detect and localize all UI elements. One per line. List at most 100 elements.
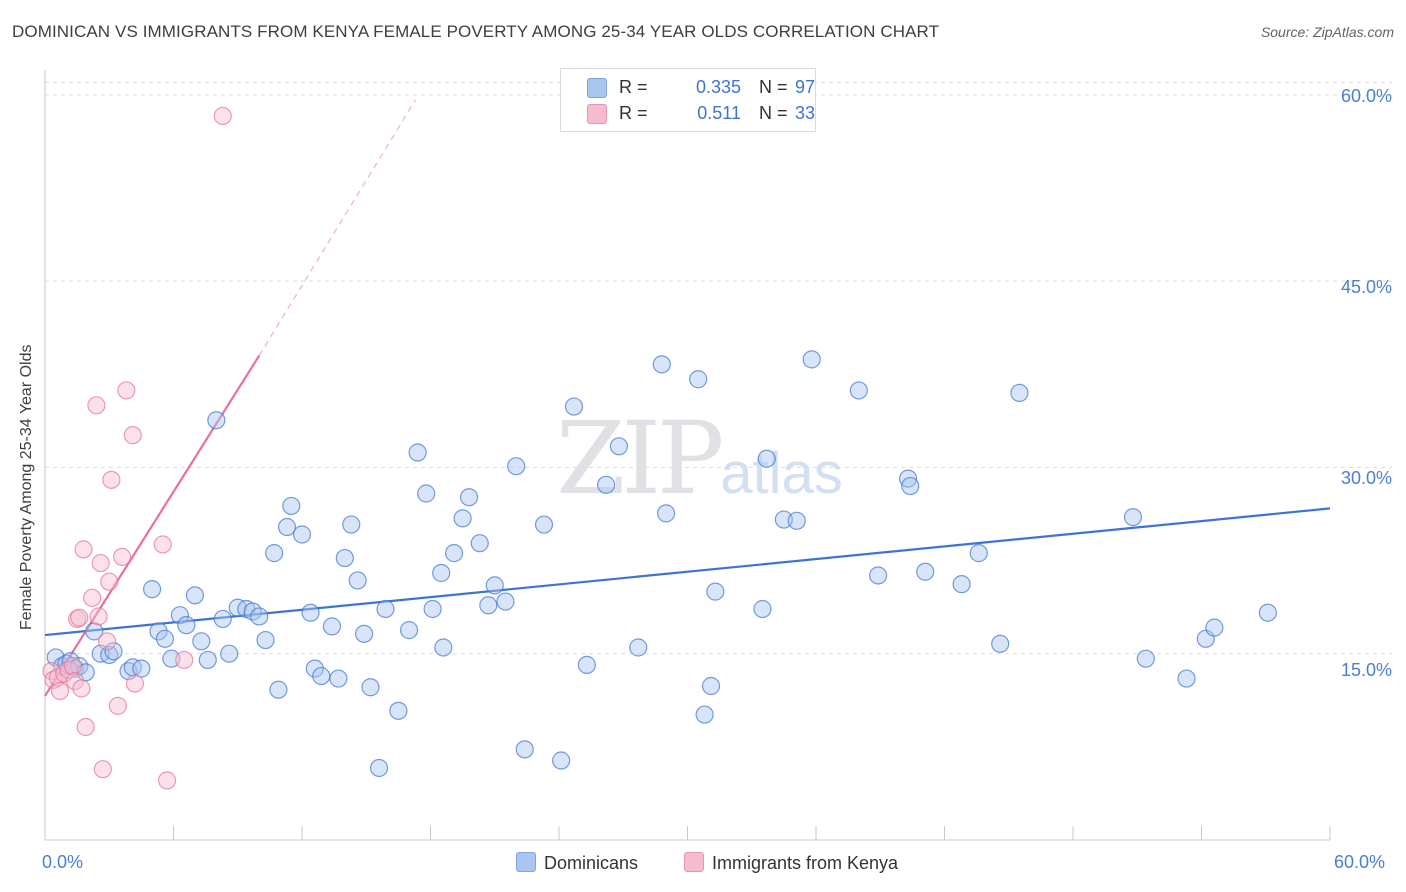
dominicans-point-63 xyxy=(515,740,534,759)
dominicans-point-77 xyxy=(753,599,772,619)
dominicans-point-39 xyxy=(322,617,342,636)
dominicans-point-83 xyxy=(869,566,888,585)
dominicans-point-31 xyxy=(265,544,284,563)
dominicans-point-73 xyxy=(689,370,708,389)
legend-swatch-blue xyxy=(587,78,607,98)
kenya-point-13 xyxy=(83,588,102,607)
kenya-point-28 xyxy=(175,650,194,670)
dominicans-point-16 xyxy=(155,629,175,648)
dominicans-point-76 xyxy=(706,582,725,601)
dominicans-point-53 xyxy=(434,638,453,657)
dominicans-point-88 xyxy=(969,544,988,563)
dominicans-point-89 xyxy=(991,634,1010,653)
dominicans-point-47 xyxy=(376,599,395,619)
dominicans-point-25 xyxy=(220,644,239,663)
kenya-point-7 xyxy=(65,671,85,691)
dominicans-point-34 xyxy=(282,496,301,516)
kenya-point-12 xyxy=(76,717,95,737)
dominicans-point-41 xyxy=(335,548,354,568)
source-label: Source: ZipAtlas.com xyxy=(1260,24,1394,40)
legend-r-label: R = xyxy=(619,103,648,123)
dominicans-point-81 xyxy=(802,350,821,369)
legend-n-value: 33 xyxy=(795,103,816,123)
kenya-point-14 xyxy=(87,396,106,415)
dominicans-point-48 xyxy=(389,701,408,720)
dominicans-point-64 xyxy=(534,515,554,534)
trend-lines xyxy=(44,99,1331,697)
kenya-point-17 xyxy=(93,760,112,779)
kenya-point-6 xyxy=(63,657,82,676)
kenya-point-29 xyxy=(213,106,232,126)
dominicans-point-84 xyxy=(898,469,918,488)
dominicans-point-19 xyxy=(177,616,196,635)
dominicans-point-42 xyxy=(342,515,361,534)
kenya-point-27 xyxy=(157,771,177,790)
kenya-point-15 xyxy=(89,607,108,626)
kenya-point-19 xyxy=(100,572,119,591)
data-points xyxy=(42,106,1277,790)
watermark: ZIPatlas xyxy=(556,400,843,517)
legend-label-kenya: Immigrants from Kenya xyxy=(712,853,899,873)
legend-swatch-blue xyxy=(516,852,536,872)
dominicans-point-60 xyxy=(485,576,504,595)
y-tick-label-15: 15.0% xyxy=(1340,660,1392,680)
dominicans-point-32 xyxy=(269,680,288,699)
legend-n-value: 97 xyxy=(795,77,816,97)
y-tick-label-45: 45.0% xyxy=(1340,277,1392,297)
x-tick-label-min: 0.0% xyxy=(42,852,84,872)
dominicans-point-69 xyxy=(609,437,629,456)
dominicans-point-37 xyxy=(305,659,324,678)
dominicans-point-23 xyxy=(207,411,226,430)
kenya-trend-extension xyxy=(258,99,417,356)
dominicans-point-38 xyxy=(312,666,331,686)
dominicans-point-91 xyxy=(1123,507,1143,527)
legend-r-value: 0.511 xyxy=(697,103,741,123)
watermark-atlas: atlas xyxy=(720,441,843,506)
dominicans-point-52 xyxy=(423,599,442,619)
legend-n-label: N = xyxy=(759,103,788,123)
dominicans-point-70 xyxy=(629,638,648,657)
dominicans-point-22 xyxy=(198,650,217,670)
dominicans-point-10 xyxy=(104,642,123,661)
kenya-point-16 xyxy=(91,553,110,573)
dominicans-point-85 xyxy=(901,476,920,496)
dominicans-point-40 xyxy=(329,669,348,688)
kenya-point-25 xyxy=(125,674,145,693)
kenya-point-20 xyxy=(102,470,121,489)
dominicans-point-14 xyxy=(142,580,162,599)
dominicans-point-72 xyxy=(656,504,676,523)
dominicans-point-45 xyxy=(361,678,380,697)
dominicans-point-17 xyxy=(162,649,181,668)
dominicans-point-49 xyxy=(399,621,419,640)
dominicans-point-96 xyxy=(1258,603,1277,622)
y-axis-label: Female Poverty Among 25-34 Year Olds xyxy=(18,344,35,631)
y-tick-label-30: 30.0% xyxy=(1340,468,1392,488)
dominicans-point-66 xyxy=(564,397,584,416)
dominicans-point-67 xyxy=(577,655,596,674)
dominicans-point-56 xyxy=(453,509,472,528)
dominicans-point-65 xyxy=(552,751,571,770)
dominicans-point-62 xyxy=(507,457,526,476)
kenya-point-18 xyxy=(98,632,117,651)
dominicans-point-7 xyxy=(85,622,104,641)
dominicans-trend-line xyxy=(44,507,1331,637)
chart-title: DOMINICAN VS IMMIGRANTS FROM KENYA FEMAL… xyxy=(12,22,940,41)
kenya-point-24 xyxy=(123,426,142,445)
dominicans-point-24 xyxy=(213,609,232,629)
correlation-legend: R = 0.335 N = 97 R = 0.511 N = 33 xyxy=(560,68,816,132)
dominicans-point-90 xyxy=(1010,383,1029,403)
dominicans-point-75 xyxy=(701,676,721,696)
watermark-zip: ZIP xyxy=(556,400,724,517)
dominicans-point-79 xyxy=(774,510,793,529)
dominicans-point-36 xyxy=(301,603,320,622)
kenya-point-9 xyxy=(70,608,89,627)
legend-item-kenya: Immigrants from Kenya xyxy=(684,852,898,874)
dominicans-point-46 xyxy=(370,758,389,778)
dominicans-point-87 xyxy=(952,575,971,594)
dominicans-point-58 xyxy=(470,534,489,553)
legend-swatch-pink xyxy=(587,104,607,124)
kenya-point-23 xyxy=(117,381,136,400)
legend-swatch-pink xyxy=(684,852,704,872)
y-tick-label-60: 60.0% xyxy=(1340,86,1392,106)
